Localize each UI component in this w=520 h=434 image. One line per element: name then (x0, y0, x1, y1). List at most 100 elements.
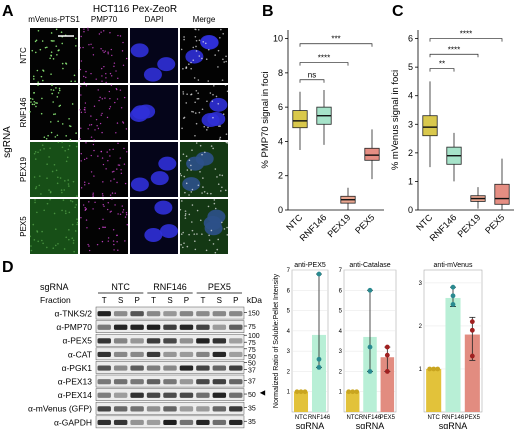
puncta (195, 89, 198, 92)
puncta (190, 191, 193, 193)
puncta (193, 233, 196, 235)
puncta (61, 62, 64, 65)
puncta (180, 48, 183, 51)
puncta (65, 212, 67, 215)
puncta (83, 75, 85, 78)
puncta (190, 164, 192, 167)
puncta (185, 182, 188, 185)
fraction-tick: S (167, 296, 172, 305)
puncta (191, 110, 193, 113)
puncta (117, 34, 119, 37)
puncta (221, 221, 223, 224)
y-tick-label: 3 (287, 349, 291, 355)
puncta (33, 152, 36, 155)
puncta (195, 39, 198, 42)
puncta (29, 97, 32, 100)
puncta (46, 177, 48, 179)
puncta (206, 192, 209, 195)
puncta (54, 228, 57, 230)
nucleus (209, 97, 228, 112)
puncta (191, 149, 193, 151)
puncta (30, 101, 32, 103)
puncta (183, 175, 186, 178)
puncta (80, 35, 82, 38)
puncta (80, 94, 82, 96)
puncta (37, 84, 39, 86)
puncta (222, 113, 225, 116)
puncta (56, 96, 59, 98)
nucleus (182, 177, 201, 192)
data-point (302, 389, 308, 395)
puncta (217, 238, 220, 241)
y-axis-label: % PMP70 signal in foci (260, 71, 271, 168)
blot-band (212, 392, 227, 398)
puncta (225, 55, 227, 58)
blot-band (163, 365, 177, 371)
puncta (56, 182, 59, 185)
puncta (125, 128, 128, 130)
puncta (83, 108, 86, 111)
puncta (197, 97, 200, 100)
blot-band (212, 365, 227, 371)
puncta (74, 230, 77, 232)
puncta (198, 111, 201, 114)
puncta (83, 158, 86, 161)
puncta (119, 89, 122, 91)
y-tick-label: 0 (408, 205, 413, 215)
puncta (218, 125, 220, 128)
puncta (84, 106, 86, 109)
puncta (217, 66, 219, 68)
puncta (112, 229, 115, 231)
puncta (199, 144, 202, 147)
puncta (80, 216, 82, 219)
puncta (109, 194, 112, 196)
puncta (67, 185, 70, 187)
puncta (121, 50, 124, 52)
puncta (36, 69, 39, 72)
puncta (183, 36, 185, 38)
x-axis-label: sgRNA (356, 421, 385, 429)
puncta (105, 81, 107, 84)
puncta (101, 131, 103, 134)
puncta (52, 89, 55, 91)
bar (311, 334, 327, 412)
x-tick-label: NTC (346, 415, 359, 421)
puncta (210, 229, 213, 232)
puncta (196, 97, 199, 100)
x-tick-label: RNF146 (298, 212, 329, 243)
puncta (79, 138, 81, 140)
puncta (49, 147, 51, 150)
puncta (40, 193, 42, 195)
diffuse-signal (180, 199, 228, 254)
puncta (82, 204, 85, 206)
blot-band (113, 379, 128, 385)
puncta (47, 134, 49, 137)
x-tick-label: PEX5 (465, 415, 481, 421)
puncta (41, 97, 43, 100)
puncta (109, 97, 111, 100)
puncta (208, 234, 210, 237)
blot-band (163, 351, 177, 358)
significance-bracket (429, 38, 503, 42)
data-point (431, 366, 437, 372)
y-tick-label: 8 (278, 68, 283, 78)
puncta (90, 124, 93, 126)
puncta (116, 98, 119, 100)
puncta (192, 59, 195, 61)
puncta (36, 211, 38, 214)
x-tick-label: PEX5 (380, 415, 396, 421)
puncta (214, 168, 217, 170)
blot-band (97, 338, 111, 344)
blot-band (97, 419, 111, 426)
puncta (214, 251, 217, 254)
puncta (101, 98, 104, 100)
puncta (50, 39, 53, 42)
data-point (367, 369, 373, 374)
puncta (50, 88, 52, 91)
x-tick-label: NTC (414, 212, 435, 233)
nucleus (204, 221, 223, 236)
puncta (102, 204, 104, 206)
puncta (51, 92, 54, 95)
puncta (97, 155, 99, 157)
